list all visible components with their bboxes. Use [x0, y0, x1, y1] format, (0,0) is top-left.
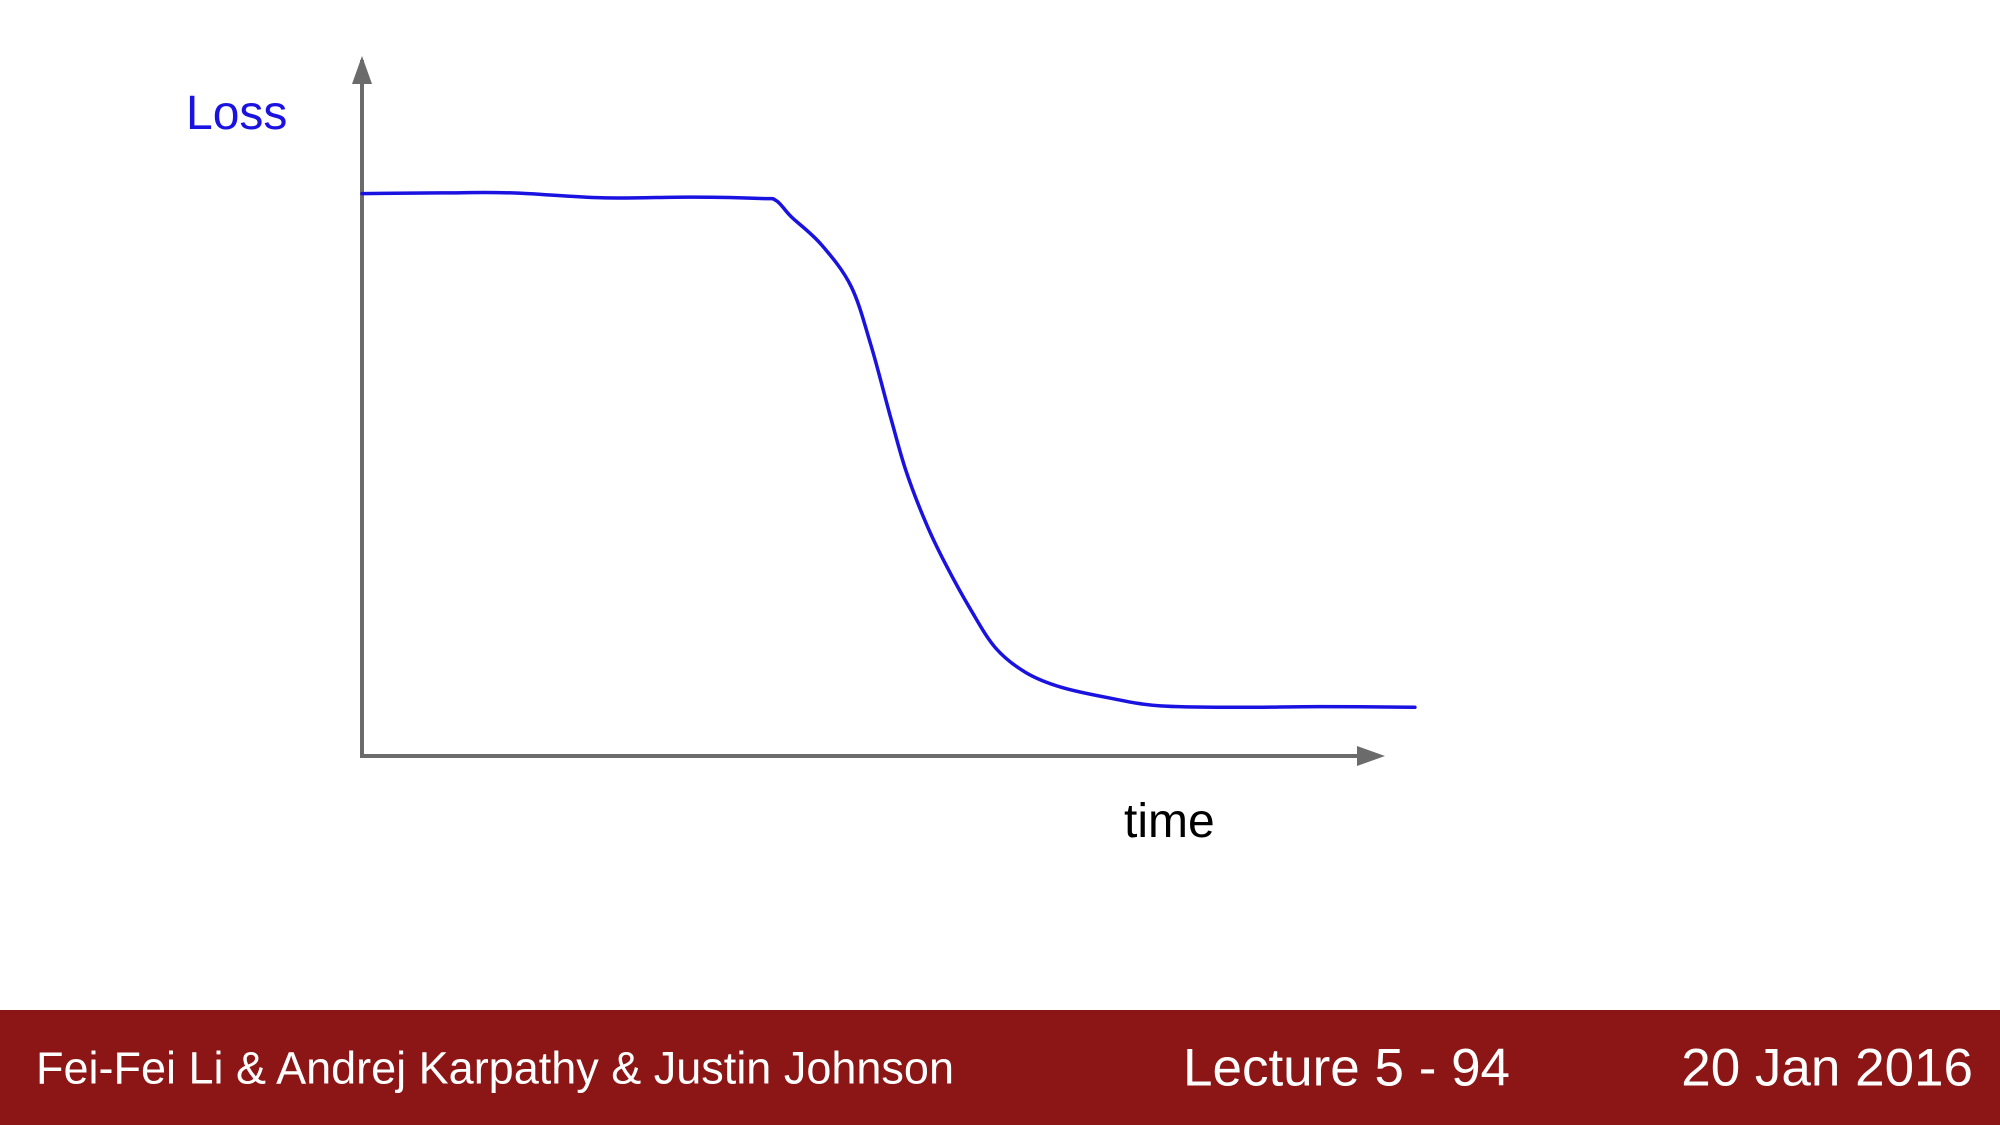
- loss-curve-line: [360, 190, 1417, 710]
- y-axis-label: Loss: [186, 87, 288, 140]
- series-layer: [360, 190, 1417, 710]
- x-axis-label: time: [1124, 795, 1215, 848]
- y-axis-arrow: [352, 56, 372, 84]
- x-axis-arrow: [1357, 746, 1385, 766]
- footer-lecture-number: Lecture 5 - 94: [1183, 1038, 1511, 1097]
- footer-authors: Fei-Fei Li & Andrej Karpathy & Justin Jo…: [36, 1042, 954, 1093]
- footer-date: 20 Jan 2016: [1681, 1038, 1973, 1097]
- footer-bar: Fei-Fei Li & Andrej Karpathy & Justin Jo…: [0, 1010, 2000, 1125]
- loss-chart: [352, 56, 1417, 766]
